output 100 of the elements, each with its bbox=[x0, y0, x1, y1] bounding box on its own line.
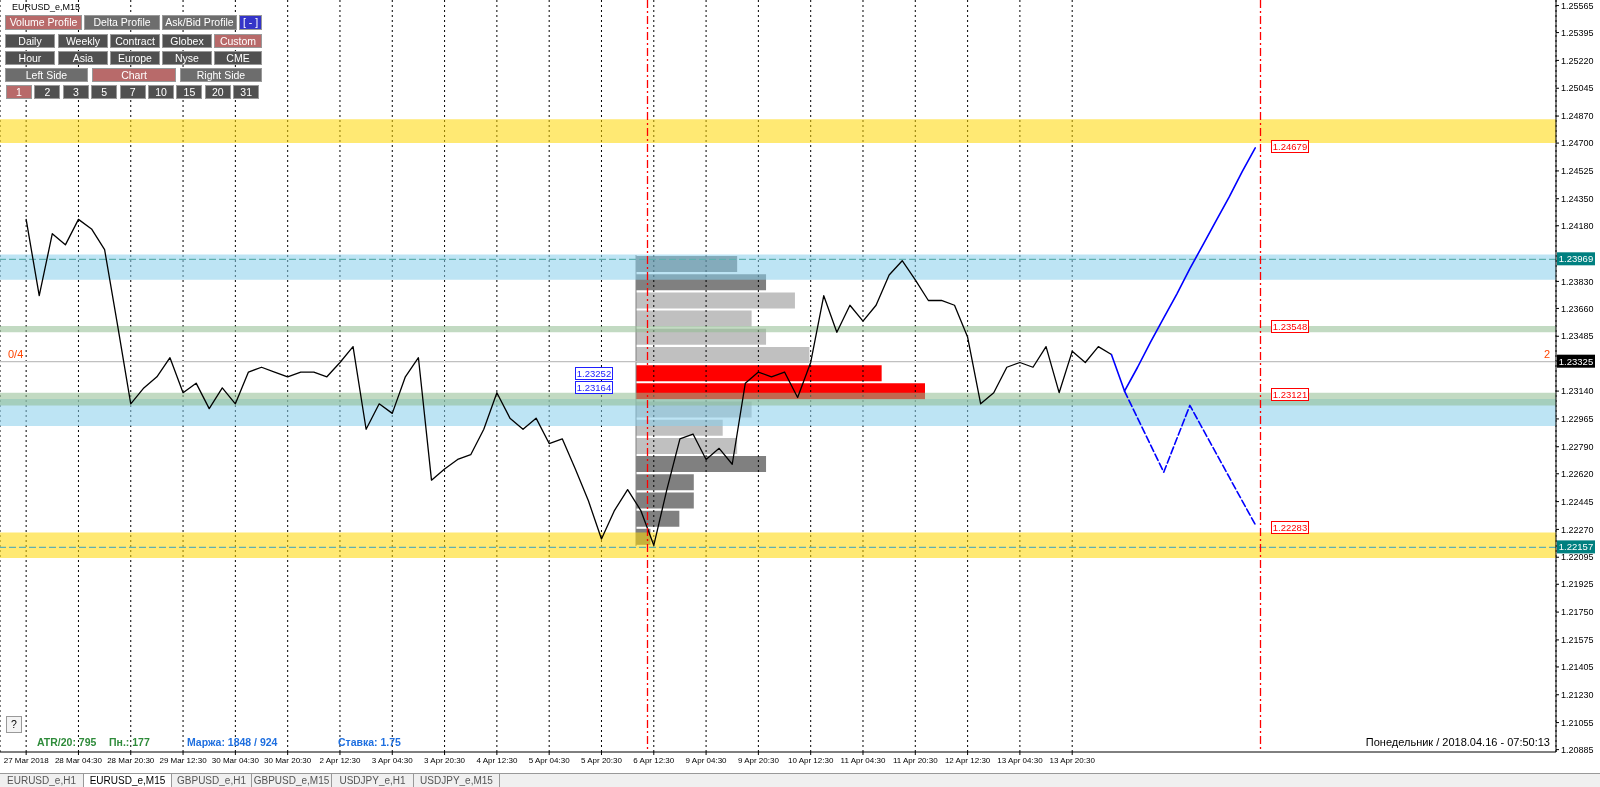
x-tick-label: 4 Apr 12:30 bbox=[476, 755, 518, 765]
x-tick-label: 3 Apr 04:30 bbox=[371, 755, 414, 765]
button[interactable]: 15 bbox=[176, 85, 203, 99]
ref-line-label: 1.23325 bbox=[1558, 355, 1594, 367]
x-tick-label: 30 Mar 20:30 bbox=[264, 755, 312, 765]
button[interactable]: 31 bbox=[233, 85, 260, 99]
y-tick-label: 1.21405 bbox=[1561, 662, 1594, 673]
button[interactable]: Nyse bbox=[162, 51, 212, 65]
x-tick-label: 5 Apr 04:30 bbox=[528, 755, 571, 765]
button[interactable]: 3 bbox=[62, 85, 89, 99]
x-tick-label: 11 Apr 20:30 bbox=[892, 755, 939, 765]
button[interactable]: 1 bbox=[6, 85, 32, 99]
y-tick-label: 1.24870 bbox=[1561, 111, 1594, 122]
x-tick-label: 27 Mar 2018 bbox=[3, 755, 50, 765]
button[interactable]: Asia bbox=[58, 51, 108, 65]
x-tick-label: 5 Apr 20:30 bbox=[581, 755, 623, 765]
y-tick-label: 1.24700 bbox=[1561, 138, 1594, 149]
annotation: EURUSD_e,M15 bbox=[12, 2, 81, 12]
x-tick-label: 13 Apr 04:30 bbox=[997, 755, 1044, 765]
button[interactable]: Left Side bbox=[5, 68, 88, 82]
y-tick-label: 1.24350 bbox=[1561, 193, 1594, 204]
x-tick-label: 11 Apr 04:30 bbox=[840, 755, 886, 765]
y-tick-label: 1.25395 bbox=[1561, 27, 1594, 38]
y-tick-label: 1.22620 bbox=[1561, 468, 1594, 479]
button[interactable]: Hour bbox=[5, 51, 55, 65]
x-tick-label: 10 Apr 12:30 bbox=[788, 755, 834, 765]
annotation: 0/4 bbox=[8, 348, 24, 360]
tab[interactable]: EURUSD_e,M15 bbox=[84, 774, 172, 787]
x-tick-label: 28 Mar 20:30 bbox=[107, 755, 155, 765]
annotation: 1.24679 bbox=[1271, 139, 1309, 153]
x-tick-label: 6 Apr 12:30 bbox=[633, 755, 675, 765]
button[interactable]: 5 bbox=[91, 85, 118, 99]
button[interactable]: Volume Profile bbox=[5, 15, 82, 30]
y-tick-label: 1.22270 bbox=[1561, 524, 1594, 535]
button[interactable]: Globex bbox=[162, 34, 212, 48]
x-tick-label: 3 Apr 20:30 bbox=[424, 755, 466, 765]
bar bbox=[636, 310, 752, 327]
y-tick-label: 1.23485 bbox=[1561, 331, 1594, 342]
bar bbox=[636, 437, 738, 454]
y-tick-label: 1.21925 bbox=[1561, 579, 1594, 590]
bar bbox=[636, 292, 795, 309]
x-tick-label: 2 Apr 12:30 bbox=[319, 755, 361, 765]
button[interactable]: 2 bbox=[34, 85, 61, 99]
annotation: Понедельник / 2018.04.16 - 07:50:13 bbox=[1365, 736, 1550, 748]
x-tick-label: 12 Apr 12:30 bbox=[944, 755, 991, 765]
y-tick-label: 1.20885 bbox=[1561, 744, 1594, 755]
y-tick-label: 1.24180 bbox=[1561, 220, 1594, 231]
ref-line-label: 1.22157 bbox=[1558, 541, 1594, 553]
annotation: Маржа: 1848 / 924 bbox=[187, 736, 278, 748]
tab[interactable]: GBPUSD_e,M15 bbox=[252, 774, 332, 787]
annotation: Ставка: 1.75 bbox=[338, 736, 401, 748]
bar bbox=[636, 419, 723, 436]
x-tick-label: 30 Mar 04:30 bbox=[211, 755, 260, 765]
button[interactable]: 10 bbox=[148, 85, 174, 99]
button[interactable]: Ask/Bid Profile bbox=[162, 15, 237, 30]
y-tick-label: 1.22790 bbox=[1561, 441, 1594, 452]
button[interactable]: 7 bbox=[119, 85, 146, 99]
button[interactable]: Contract bbox=[110, 34, 160, 48]
x-tick-label: 29 Mar 12:30 bbox=[159, 755, 208, 765]
button[interactable]: Right Side bbox=[180, 68, 262, 82]
button[interactable]: [ - ] bbox=[239, 15, 262, 30]
y-tick-label: 1.22445 bbox=[1561, 496, 1594, 507]
y-tick-label: 1.23140 bbox=[1561, 386, 1594, 397]
x-tick-label: 9 Apr 04:30 bbox=[685, 755, 728, 765]
button[interactable]: Weekly bbox=[58, 34, 108, 48]
bar bbox=[636, 365, 882, 382]
annotation: 1.23252 bbox=[575, 366, 613, 380]
x-tick-label: 9 Apr 20:30 bbox=[737, 755, 780, 765]
button[interactable]: CME bbox=[214, 51, 262, 65]
button[interactable]: Custom bbox=[214, 34, 262, 48]
x-tick-label: 13 Apr 20:30 bbox=[1049, 755, 1096, 765]
annotation: 2 bbox=[1544, 348, 1551, 360]
bar bbox=[636, 383, 925, 400]
annotation: 1.23121 bbox=[1271, 387, 1309, 401]
y-tick-label: 1.23830 bbox=[1561, 276, 1594, 287]
y-tick-label: 1.23660 bbox=[1561, 303, 1594, 314]
button[interactable]: Daily bbox=[5, 34, 55, 48]
button[interactable]: Europe bbox=[110, 51, 160, 65]
bar bbox=[636, 401, 752, 418]
y-tick-label: 1.25220 bbox=[1561, 55, 1594, 66]
annotation: ATR/20: 795 bbox=[37, 736, 97, 748]
y-tick-label: 1.21055 bbox=[1561, 717, 1594, 728]
annotation: 1.23164 bbox=[575, 380, 613, 394]
ref-line-label: 1.23969 bbox=[1558, 253, 1594, 265]
annotation: 1.22283 bbox=[1271, 520, 1309, 534]
y-tick-label: 1.25565 bbox=[1561, 0, 1594, 11]
button[interactable]: Chart bbox=[92, 68, 176, 82]
bar bbox=[636, 328, 767, 345]
button[interactable]: Delta Profile bbox=[84, 15, 160, 30]
annotation: Пн.: 177 bbox=[109, 736, 150, 748]
y-tick-label: 1.24525 bbox=[1561, 166, 1594, 177]
y-tick-label: 1.21230 bbox=[1561, 689, 1594, 700]
annotation: 1.23548 bbox=[1271, 319, 1309, 333]
y-tick-label: 1.22965 bbox=[1561, 414, 1594, 425]
y-tick-label: 1.22095 bbox=[1561, 552, 1594, 563]
y-tick-label: 1.25045 bbox=[1561, 83, 1594, 94]
x-tick-label: 28 Mar 04:30 bbox=[54, 755, 103, 765]
y-tick-label: 1.21750 bbox=[1561, 607, 1594, 618]
button[interactable]: ? bbox=[6, 716, 22, 733]
button[interactable]: 20 bbox=[204, 85, 231, 99]
